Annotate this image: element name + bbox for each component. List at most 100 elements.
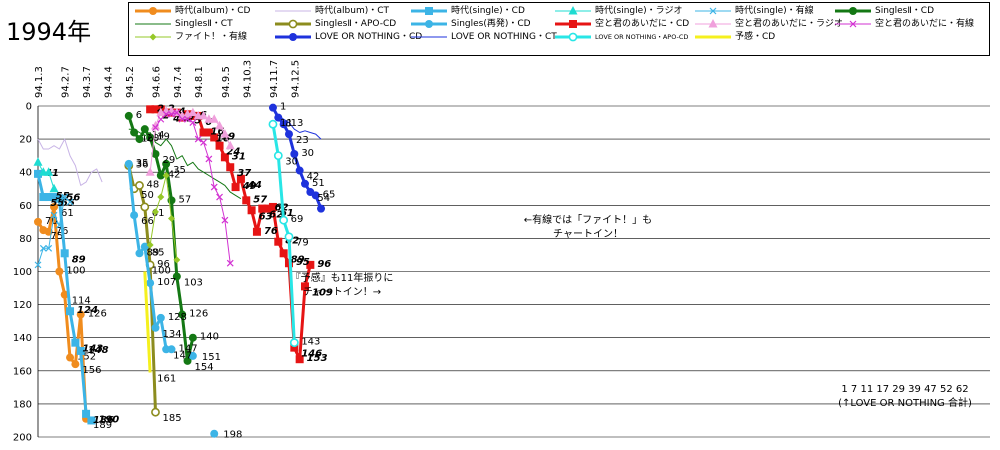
data-point — [216, 193, 223, 201]
data-point — [39, 193, 48, 202]
data-point — [295, 355, 304, 364]
x-tick-label: 94.3.7 — [82, 66, 93, 98]
data-point — [226, 259, 234, 267]
data-point — [152, 124, 159, 131]
x-tick-label: 94.2.7 — [61, 66, 72, 98]
series-line — [37, 138, 103, 186]
series-line — [143, 271, 152, 373]
y-tick-label: 20 — [19, 135, 32, 146]
legend-label: SinglesⅡ・CT — [175, 19, 233, 29]
data-point — [199, 128, 208, 137]
data-point — [55, 221, 63, 229]
legend-swatch — [555, 20, 591, 28]
data-point — [157, 193, 165, 201]
data-point — [188, 351, 197, 360]
data-point — [708, 19, 718, 28]
data-label: 30 — [301, 148, 314, 159]
data-point — [568, 32, 578, 42]
data-point — [44, 167, 54, 176]
data-label: 114 — [72, 296, 91, 307]
data-point — [44, 193, 53, 202]
data-label: 156 — [82, 365, 101, 376]
data-point — [178, 115, 186, 123]
data-point — [301, 179, 309, 188]
data-label: 35 — [173, 165, 186, 176]
legend-item: 時代(single)・有線 — [693, 5, 829, 17]
annotation-fight: ←有線では「ファイト！」も チャートイン！ — [518, 214, 658, 242]
data-point — [76, 346, 85, 355]
legend-item: LOVE OR NOTHING・APO-CD — [553, 31, 689, 43]
legend-label: 空と君のあいだに・ラジオ — [735, 19, 843, 29]
data-label: 185 — [162, 413, 181, 424]
annotation-line: チャートイン！ — [553, 229, 623, 240]
x-tick-label: 94.4.4 — [103, 66, 114, 98]
data-label: 61 — [61, 208, 74, 219]
y-tick-label: 60 — [19, 201, 32, 212]
data-point — [200, 138, 207, 146]
data-point — [66, 307, 75, 316]
data-point — [135, 135, 144, 144]
data-label: 154 — [195, 362, 214, 373]
legend-item: ファイト！・有線 — [133, 31, 269, 43]
legend-item: SinglesⅡ・CT — [133, 18, 269, 30]
data-label: 96 — [157, 259, 170, 270]
y-tick-label: 140 — [13, 333, 32, 344]
legend-swatch — [275, 10, 311, 12]
legend-swatch — [135, 7, 171, 15]
data-point — [156, 171, 165, 180]
series-4 — [34, 193, 74, 269]
series-3 — [33, 157, 59, 193]
x-tick-label: 94.11.7 — [269, 60, 280, 98]
data-point — [151, 407, 160, 417]
data-label: 148 — [88, 345, 109, 356]
data-point — [273, 151, 283, 161]
x-tick-label: 94.9.5 — [221, 66, 232, 98]
data-point — [226, 163, 235, 172]
legend-item: LOVE OR NOTHING・CD — [273, 31, 422, 43]
data-point — [205, 155, 213, 163]
data-label: 100 — [66, 266, 85, 277]
data-point — [33, 157, 43, 166]
annotation-line: チャートイン！→ — [302, 287, 382, 298]
data-point — [210, 429, 219, 438]
data-label: 57 — [253, 194, 267, 205]
data-label: 24 — [227, 147, 241, 158]
data-label: 146 — [301, 349, 322, 360]
series-11 — [152, 109, 234, 267]
data-point — [34, 169, 42, 178]
data-point — [274, 113, 283, 122]
data-label: 8 — [285, 119, 291, 130]
data-point — [849, 7, 857, 15]
data-label: 20 — [146, 133, 159, 144]
data-label: 109 — [312, 287, 333, 298]
legend-item: 空と君のあいだに・有線 — [833, 18, 974, 30]
data-label: 6 — [136, 110, 142, 121]
data-label: 16 — [211, 126, 225, 137]
data-label: 30 — [285, 157, 298, 168]
data-point — [60, 290, 69, 299]
data-point — [60, 249, 69, 258]
data-point — [425, 7, 433, 15]
data-point — [76, 310, 85, 319]
data-label: 85 — [152, 248, 165, 259]
legend-label: LOVE OR NOTHING・CD — [315, 32, 423, 42]
data-label: 70 — [45, 216, 58, 227]
legend-item: LOVE OR NOTHING・CT — [409, 31, 557, 43]
data-point — [61, 193, 69, 201]
legend-swatch — [275, 33, 311, 41]
data-point — [258, 204, 267, 213]
legend-swatch — [411, 20, 447, 28]
data-label: 153 — [307, 353, 328, 364]
data-point — [130, 211, 139, 220]
data-point — [162, 172, 170, 180]
annotation-line: (↑LOVE OR NOTHING 合計) — [838, 398, 972, 409]
series-6 — [128, 128, 242, 200]
data-point — [55, 194, 64, 203]
legend-label: LOVE OR NOTHING・CT — [451, 32, 557, 42]
data-point — [71, 338, 80, 347]
data-point — [168, 110, 175, 118]
data-label: 48 — [146, 179, 159, 190]
data-point — [252, 227, 261, 236]
data-label: 42 — [307, 172, 320, 183]
